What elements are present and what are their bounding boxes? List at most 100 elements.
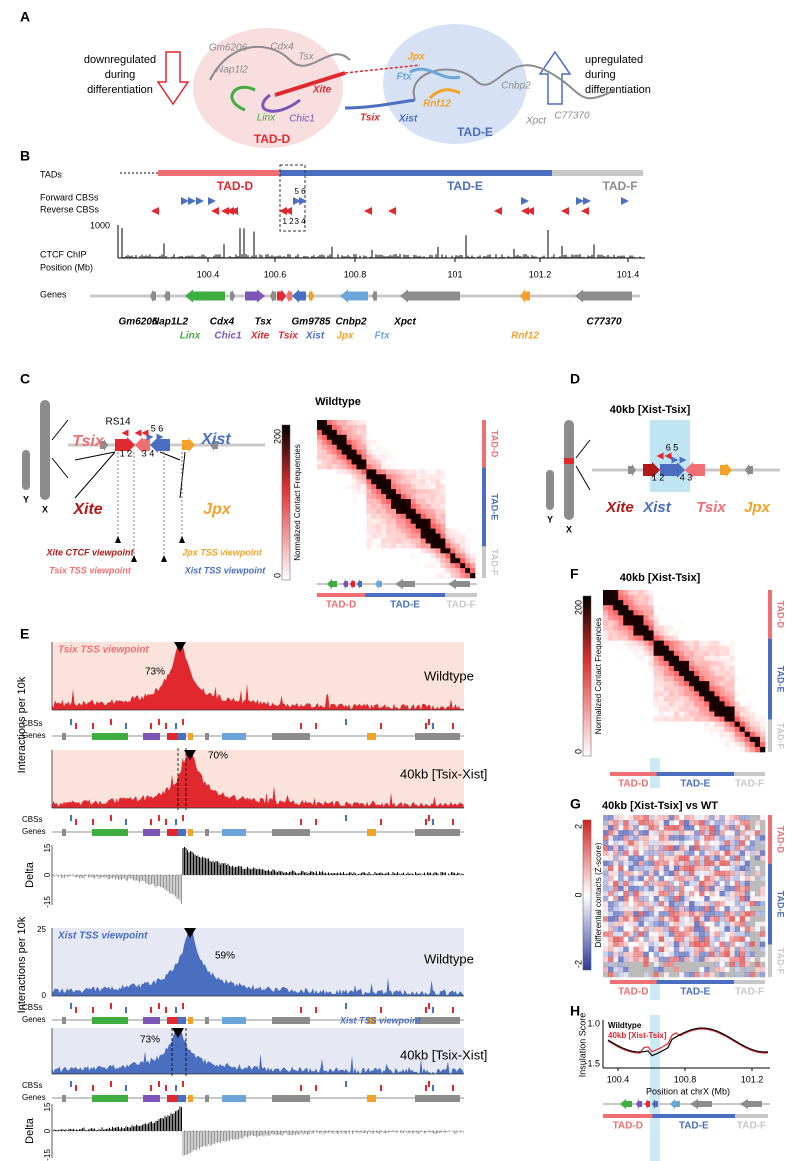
heatmap-cell	[336, 420, 342, 426]
heatmap-cell	[668, 941, 675, 947]
ctcf-site	[345, 815, 347, 821]
heatmap-cell	[689, 946, 695, 952]
heatmap-cell	[648, 650, 654, 657]
heatmap-cell	[729, 946, 735, 952]
heatmap-cell	[673, 660, 680, 667]
heatmap-cell	[729, 875, 735, 882]
heatmap-cell	[759, 645, 766, 652]
heatmap-cell	[648, 916, 654, 922]
heatmap-cell	[628, 640, 634, 646]
heatmap-cell	[749, 630, 756, 636]
heatmap-cell	[613, 681, 619, 687]
heatmap-cell	[623, 941, 629, 947]
heatmap-cell	[381, 484, 387, 490]
gene-arrow	[210, 439, 218, 451]
heatmap-cell	[694, 645, 700, 652]
heatmap-cell	[603, 726, 609, 733]
heatmap-cell	[470, 454, 476, 460]
heatmap-cell	[317, 528, 323, 534]
heatmap-cell	[400, 518, 407, 524]
heatmap-cell	[440, 424, 446, 431]
heatmap-cell	[694, 716, 700, 722]
heatmap-cell	[704, 855, 710, 861]
heatmap-cell	[351, 420, 357, 426]
heatmap-cell	[623, 926, 628, 931]
heatmap-cell	[643, 835, 649, 841]
heatmap-cell	[673, 845, 680, 851]
heatmap-cell	[684, 610, 690, 616]
heatmap-cell	[709, 696, 715, 702]
heatmap-cell	[425, 548, 431, 554]
heatmap-cell	[694, 671, 700, 677]
heatmap-cell	[435, 444, 441, 450]
heatmap-cell	[326, 454, 333, 460]
heatmap-cell	[331, 464, 338, 470]
heatmap-cell	[341, 439, 347, 445]
heatmap-cell	[734, 595, 740, 601]
note: during	[585, 69, 616, 81]
heatmap-cell	[699, 731, 705, 738]
heatmap-cell	[673, 875, 680, 882]
heatmap-cell	[648, 605, 654, 611]
gene-label: Tsix	[278, 331, 298, 342]
heatmap-cell	[351, 449, 357, 455]
label: RS14	[105, 417, 130, 428]
ctcf-site	[388, 207, 396, 215]
heatmap-cell	[331, 444, 338, 450]
heatmap-cell	[415, 459, 421, 465]
heatmap-cell	[694, 610, 700, 616]
ctcf-site	[182, 719, 184, 725]
heatmap-cell	[386, 449, 392, 455]
heatmap-cell	[663, 890, 670, 897]
heatmap-cell	[440, 484, 446, 490]
heatmap-cell	[744, 630, 751, 636]
heatmap-cell	[754, 590, 761, 596]
heatmap-cell	[613, 610, 619, 616]
heatmap-cell	[435, 553, 441, 559]
heatmap-cell	[381, 424, 387, 431]
heatmap-cell	[704, 640, 710, 646]
heatmap-cell	[396, 513, 402, 520]
heatmap-cell	[603, 600, 609, 606]
heatmap-cell	[663, 855, 670, 861]
heatmap-cell	[724, 676, 730, 682]
heatmap-cell	[425, 429, 431, 436]
heatmap-cell	[633, 691, 639, 697]
heatmap-cell	[400, 434, 407, 441]
heatmap-cell	[623, 906, 629, 912]
heatmap-cell	[678, 936, 685, 942]
heatmap-cell	[638, 825, 643, 830]
cbs-number: 5 6	[151, 423, 164, 433]
heatmap-cell	[400, 553, 407, 559]
heatmap-cell	[643, 746, 649, 753]
heatmap-cell	[346, 528, 352, 534]
heatmap-cell	[699, 845, 705, 851]
heatmap-cell	[465, 499, 471, 505]
panel-letter: A	[20, 9, 30, 25]
heatmap-cell	[653, 665, 659, 672]
heatmap-cell	[435, 489, 441, 495]
heatmap-cell	[653, 650, 659, 657]
heatmap-cell	[739, 880, 746, 887]
heatmap-cell	[704, 660, 710, 667]
heatmap-cell	[628, 625, 634, 631]
heatmap-cell	[460, 563, 466, 569]
heatmap-cell	[628, 721, 634, 727]
heatmap-cell	[674, 820, 679, 825]
heatmap-cell	[694, 850, 699, 855]
heatmap-cell	[415, 464, 421, 470]
heatmap-cell	[450, 508, 456, 515]
heatmap-cell	[648, 926, 654, 932]
heatmap-cell	[613, 615, 619, 621]
ctcf-site	[125, 1007, 127, 1013]
heatmap-cell	[744, 615, 751, 621]
heatmap-cell	[699, 741, 705, 748]
heatmap-cell	[663, 731, 670, 738]
heatmap-cell	[759, 640, 766, 646]
heatmap-cell	[366, 424, 372, 431]
heatmap-cell	[326, 553, 333, 559]
heatmap-cell	[425, 484, 431, 490]
heatmap-cell	[381, 568, 387, 574]
heatmap-cell	[709, 600, 715, 606]
heatmap-cell	[410, 424, 417, 431]
